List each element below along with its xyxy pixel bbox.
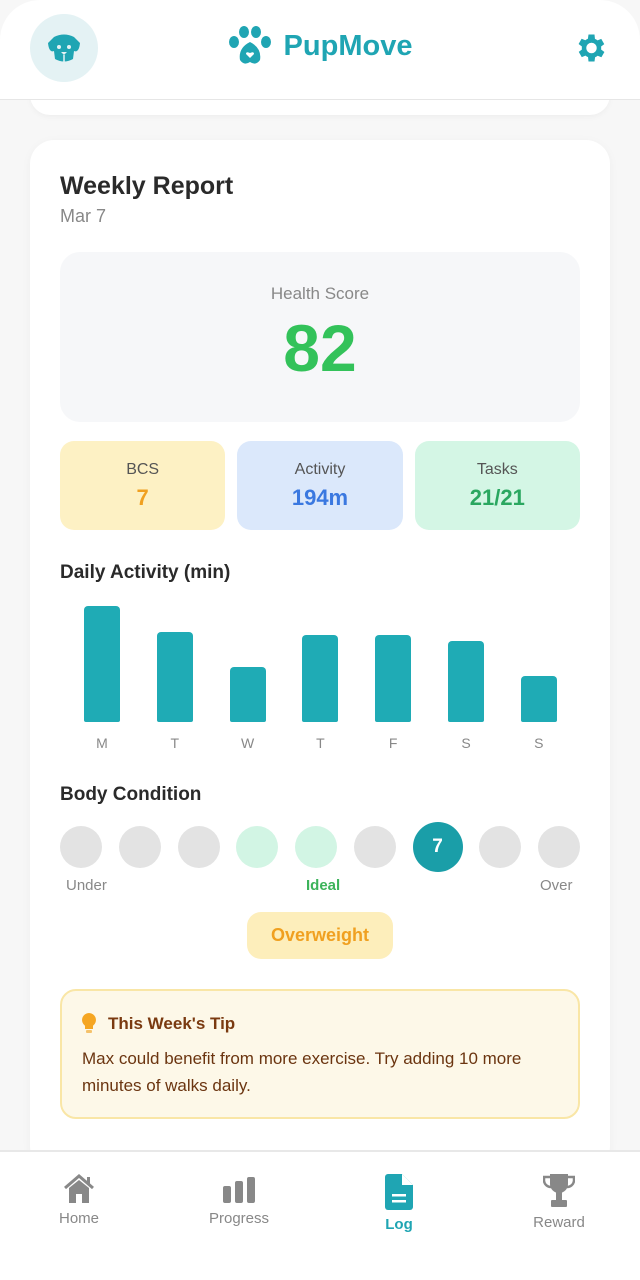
tip-title: This Week's Tip <box>108 1014 236 1033</box>
bcs-dot-2 <box>118 826 161 868</box>
stat-label: Tasks <box>476 461 518 478</box>
tip-box: This Week's Tip Max could benefit from m… <box>60 989 580 1119</box>
dog-avatar-button[interactable] <box>30 14 98 82</box>
bar-3 <box>302 634 339 722</box>
app-brand: PupMove <box>0 26 640 66</box>
stat-value: 194m <box>291 485 349 510</box>
stat-activity: Activity 194m <box>237 441 403 530</box>
health-score-panel: Health Score 82 <box>60 252 580 422</box>
nav-label: Progress <box>208 1210 270 1227</box>
x-tick-label: W <box>240 735 255 751</box>
x-tick-label: S <box>461 735 471 751</box>
nav-reward[interactable]: Reward <box>499 1174 619 1231</box>
document-icon <box>339 1174 459 1210</box>
nav-label: Log <box>385 1216 413 1233</box>
bar-chart-icon <box>179 1174 299 1204</box>
bcs-dot-5 <box>295 826 337 868</box>
nav-label: Reward <box>533 1214 585 1231</box>
x-tick-label: F <box>388 735 398 751</box>
stat-tasks: Tasks 21/21 <box>414 441 580 530</box>
x-tick-label: T <box>170 735 180 751</box>
bcs-dot-1 <box>60 826 102 868</box>
nav-label: Home <box>58 1210 99 1227</box>
bar-6 <box>520 675 557 722</box>
ideal-label: Ideal <box>306 877 341 894</box>
bcs-dot-4 <box>236 826 279 868</box>
home-icon <box>19 1174 139 1204</box>
previous-card <box>30 95 610 115</box>
bcs-dot-3 <box>177 826 220 868</box>
body-condition-title: Body Condition <box>60 784 202 805</box>
nav-home[interactable]: Home <box>19 1174 139 1227</box>
nav-progress[interactable]: Progress <box>179 1174 299 1227</box>
report-title: Weekly Report <box>60 172 234 200</box>
report-date: Mar 7 <box>60 206 107 226</box>
lightbulb-icon <box>82 1013 96 1033</box>
bar-2 <box>229 666 266 722</box>
bcs-dot-6 <box>353 826 396 868</box>
stat-label: BCS <box>126 461 160 478</box>
x-tick-label: M <box>96 735 108 751</box>
health-score-value: 82 <box>283 311 357 385</box>
app-title: PupMove <box>283 29 413 62</box>
body-condition-scale: 7 <box>60 822 580 872</box>
paw-icon <box>228 26 271 64</box>
daily-activity-title: Daily Activity (min) <box>60 562 231 583</box>
x-tick-label: S <box>534 735 544 751</box>
stat-label: Activity <box>294 461 346 478</box>
weekly-report-card: Weekly Report Mar 7 Health Score 82 BCS 7… <box>30 140 610 1170</box>
over-label: Over <box>540 877 573 894</box>
bcs-dot-9 <box>538 826 580 868</box>
bcs-dot-selected: 7 <box>412 822 463 872</box>
status-badge: Overweight <box>247 912 393 959</box>
dog-face-icon <box>48 34 80 62</box>
bar-1 <box>156 631 193 722</box>
stat-bcs: BCS 7 <box>60 441 226 530</box>
bottom-nav: Home Progress Log Reward <box>0 1150 640 1280</box>
x-tick-label: T <box>316 735 325 751</box>
nav-log[interactable]: Log <box>339 1174 459 1233</box>
bcs-dot-8 <box>479 826 522 868</box>
health-score-label: Health Score <box>270 284 370 303</box>
bar-4 <box>375 634 412 722</box>
stat-value: 7 <box>136 485 149 510</box>
under-label: Under <box>66 877 107 894</box>
stat-value: 21/21 <box>469 485 525 510</box>
bar-0 <box>84 605 120 722</box>
app-header: PupMove <box>0 0 640 100</box>
trophy-icon <box>499 1174 619 1208</box>
bar-5 <box>448 640 484 722</box>
tip-text: Max could benefit from more exercise. Tr… <box>82 1049 522 1095</box>
gear-icon[interactable] <box>572 30 608 66</box>
